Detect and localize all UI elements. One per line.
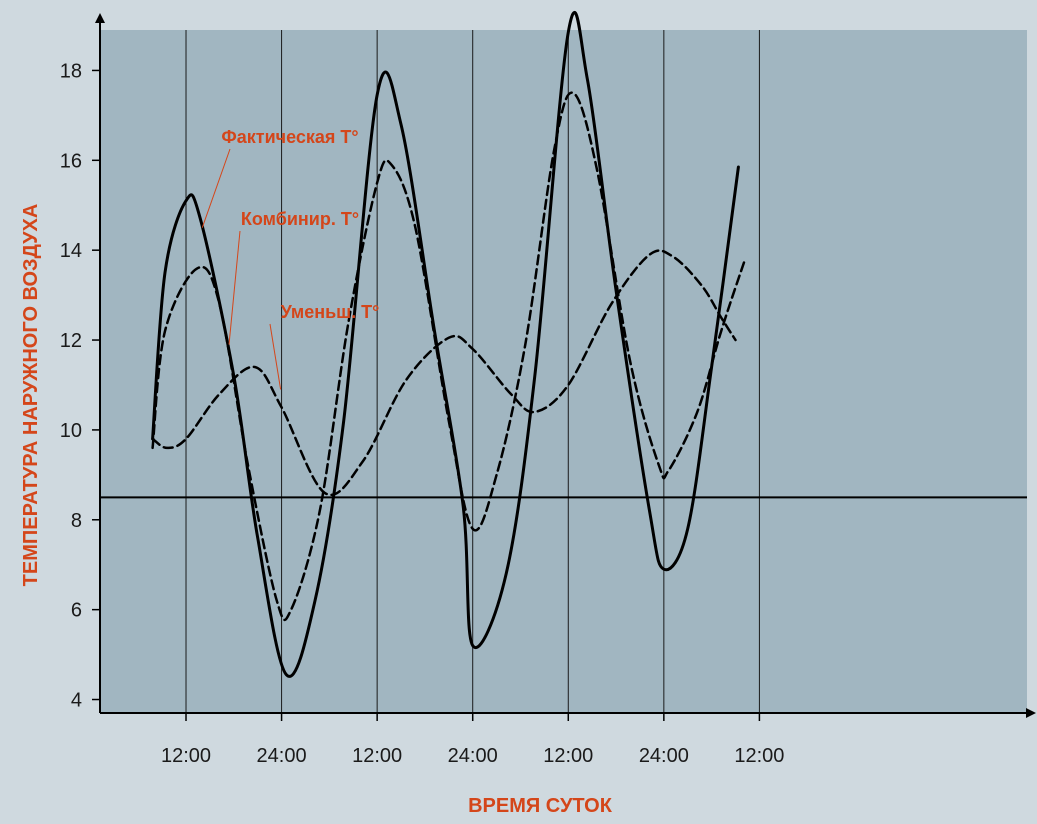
x-tick-label: 24:00 — [448, 745, 498, 767]
x-tick-label: 12:00 — [161, 745, 211, 767]
annotation-leader-1 — [201, 148, 231, 228]
x-tick-label: 12:00 — [734, 745, 784, 767]
x-tick-label: 24:00 — [639, 745, 689, 767]
y-tick-label: 12 — [60, 330, 82, 352]
y-tick-label: 4 — [71, 690, 82, 712]
x-axis-title: ВРЕМЯ СУТОК — [468, 795, 613, 817]
y-tick-label: 14 — [60, 240, 82, 262]
series-line-3 — [151, 249, 737, 497]
y-tick-label: 18 — [60, 60, 82, 82]
axis-ticks: 12:00 24:00 12:00 24:00 12:00 24:00 12:00 4 6 8 10… — [60, 60, 785, 767]
annotation-label-1: Фактическая T° — [221, 127, 358, 147]
annotations: Фактическая T° Комбинир. T° Уменьш. T° — [201, 127, 380, 390]
grid-lines — [185, 30, 760, 713]
y-tick-label: 10 — [60, 420, 82, 442]
y-axis-title: ТЕМПЕРАТУРА НАРУЖНОГО ВОЗДУХА — [20, 204, 42, 587]
annotation-label-2: Комбинир. T° — [241, 209, 359, 229]
series-lines — [151, 11, 747, 678]
y-tick-label: 8 — [71, 510, 82, 532]
x-tick-label: 12:00 — [543, 745, 593, 767]
annotation-leader-2 — [228, 230, 241, 345]
x-tick-label: 24:00 — [257, 745, 307, 767]
annotation-label-3: Уменьш. T° — [281, 302, 380, 322]
annotation-leader-3 — [269, 323, 282, 390]
y-tick-label: 6 — [71, 600, 82, 622]
y-tick-label: 16 — [60, 150, 82, 172]
plot-area — [100, 30, 1027, 713]
x-tick-label: 12:00 — [352, 745, 402, 767]
axes — [95, 13, 1036, 718]
series-line-2 — [151, 91, 747, 621]
